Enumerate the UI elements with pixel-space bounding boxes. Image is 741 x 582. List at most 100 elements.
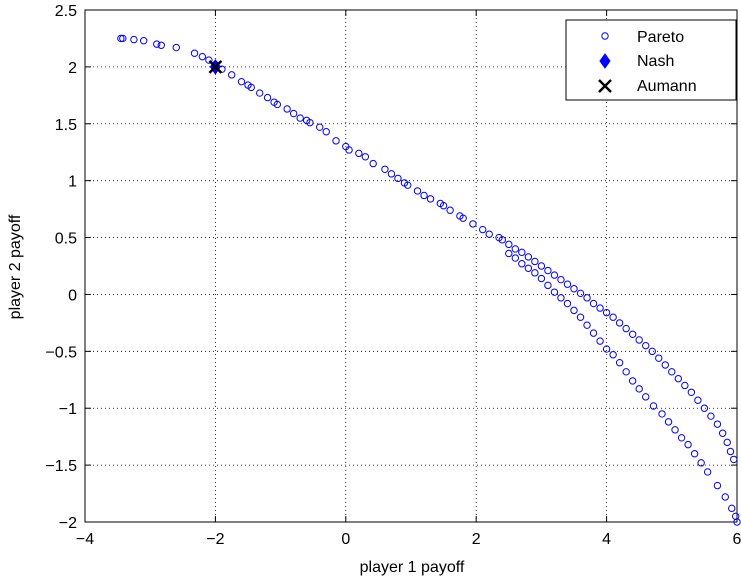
pareto-point — [459, 214, 467, 222]
pareto-point — [664, 418, 673, 426]
pareto-point — [690, 450, 699, 458]
pareto-point — [237, 77, 246, 86]
x-tick-label: 0 — [341, 531, 350, 548]
pareto-point — [404, 181, 412, 189]
y-tick-label: −1 — [59, 401, 77, 418]
y-tick-label: 1.5 — [55, 117, 77, 134]
aumann-legend-icon — [598, 79, 612, 93]
x-tick-label: −2 — [206, 531, 224, 548]
pareto-point — [157, 41, 165, 49]
pareto-point — [505, 240, 513, 249]
y-tick-label: 0.5 — [55, 231, 77, 248]
pareto-point — [609, 351, 617, 359]
pareto-point — [381, 165, 389, 173]
pareto-point — [420, 191, 428, 200]
pareto-point — [583, 321, 591, 329]
y-tick-label: 0 — [68, 287, 77, 304]
y-tick-label: −1.5 — [45, 458, 77, 475]
pareto-point — [130, 35, 138, 44]
pareto-point — [622, 324, 630, 333]
y-tick-label: −2 — [59, 515, 77, 532]
pareto-point — [119, 34, 127, 43]
pareto-point — [615, 319, 624, 327]
pareto-point — [609, 313, 617, 321]
pareto-point — [316, 123, 324, 131]
aumann-point — [208, 60, 223, 74]
pareto-point — [602, 345, 611, 353]
pareto-point — [485, 230, 493, 238]
y-axis-label: player 2 payoff — [7, 214, 24, 319]
pareto-point — [439, 201, 448, 210]
pareto-point — [172, 43, 180, 52]
axis-ticks: −4 −2 0 2 4 6−2−1.5−1−0.500.511.522.5 — [45, 3, 741, 548]
nash-legend-icon — [599, 53, 611, 69]
pareto-point — [570, 285, 578, 293]
pareto-point — [518, 260, 526, 268]
pareto-point — [361, 153, 370, 161]
pareto-point — [563, 299, 572, 308]
pareto-point — [723, 438, 731, 447]
pareto-legend-icon — [601, 32, 609, 40]
pareto-point — [479, 225, 487, 234]
pareto-point — [642, 341, 650, 350]
pareto-point — [576, 289, 585, 298]
pareto-point — [658, 410, 666, 418]
grid — [85, 10, 737, 522]
pareto-point — [537, 262, 546, 270]
pareto-point — [661, 361, 669, 369]
x-axis-label: player 1 payoff — [360, 559, 465, 576]
y-tick-label: 1 — [68, 174, 77, 191]
pareto-point — [511, 245, 520, 253]
pareto-point — [263, 93, 272, 102]
pareto-point — [576, 313, 585, 321]
pareto-point — [306, 118, 314, 127]
pareto-point — [524, 253, 533, 261]
pareto-point — [677, 434, 686, 442]
x-tick-label: 2 — [472, 531, 481, 548]
pareto-point — [544, 281, 552, 290]
pareto-point — [544, 266, 552, 275]
pareto-point — [446, 206, 454, 214]
pareto-point — [355, 149, 363, 158]
pareto-point — [247, 83, 255, 92]
pareto-point — [596, 337, 604, 345]
pareto-point — [649, 402, 658, 410]
pareto-point — [256, 89, 264, 97]
pareto-point — [730, 455, 738, 464]
pareto-point — [537, 274, 546, 283]
legend: Pareto Nash Aumann — [565, 19, 737, 101]
pareto-point — [628, 377, 637, 385]
pareto-point — [671, 426, 679, 434]
pareto-point — [469, 220, 477, 228]
pareto-point — [426, 195, 435, 203]
pareto-point — [345, 146, 353, 154]
pareto-point — [228, 71, 236, 79]
pareto-point — [190, 49, 199, 57]
pareto-point — [602, 308, 611, 317]
x-tick-label: 4 — [602, 531, 611, 548]
pareto-point — [289, 109, 298, 118]
pareto-point — [332, 137, 340, 145]
pareto-point — [369, 159, 377, 168]
pareto-point — [707, 412, 715, 420]
pareto-point — [283, 105, 291, 113]
legend-label-pareto: Pareto — [637, 29, 684, 46]
pareto-point — [713, 420, 722, 428]
pareto-point — [117, 34, 125, 43]
pareto-point — [668, 368, 676, 376]
data-points — [117, 34, 741, 526]
pareto-point — [700, 404, 709, 412]
y-tick-label: 2.5 — [55, 3, 77, 20]
legend-label-nash: Nash — [637, 53, 674, 70]
plot-frame — [84, 9, 738, 523]
pareto-point — [413, 187, 422, 195]
pareto-point — [531, 269, 539, 277]
legend-label-aumann: Aumann — [637, 78, 697, 95]
pareto-point — [721, 493, 729, 501]
pareto-point — [153, 40, 161, 48]
pareto-point — [713, 481, 722, 490]
pareto-point — [557, 294, 565, 302]
pareto-point — [655, 354, 663, 362]
pareto-point — [615, 359, 624, 367]
